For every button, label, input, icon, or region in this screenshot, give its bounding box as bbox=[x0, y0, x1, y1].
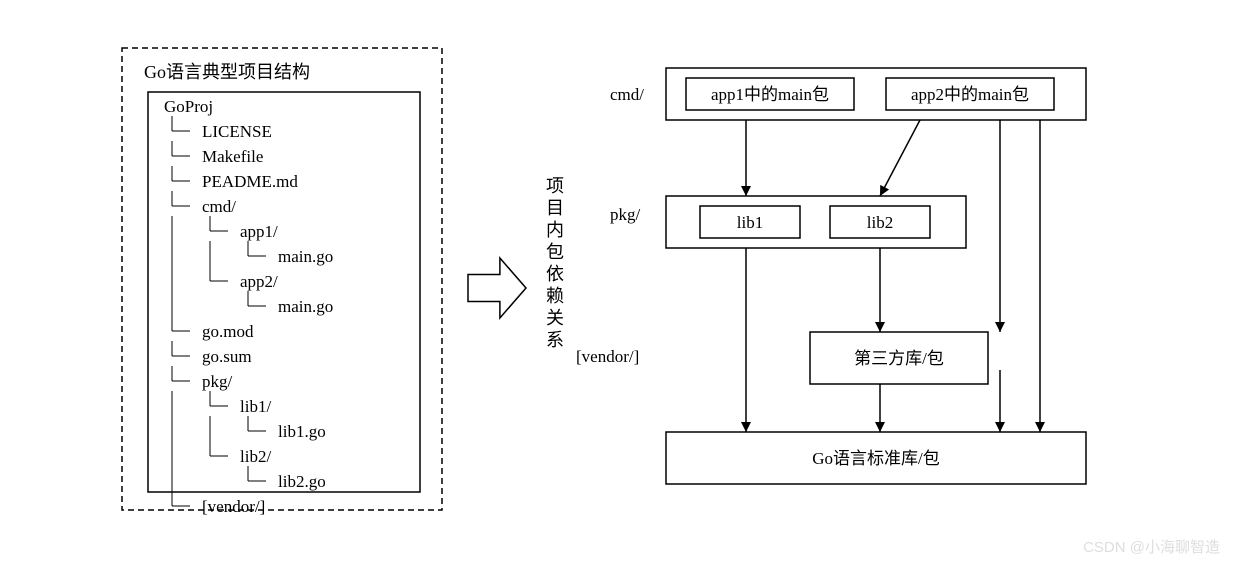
svg-text:赖: 赖 bbox=[546, 286, 564, 306]
svg-text:app1中的main包: app1中的main包 bbox=[711, 85, 829, 104]
svg-text:项: 项 bbox=[546, 176, 564, 196]
svg-text:Go语言标准库/包: Go语言标准库/包 bbox=[812, 449, 940, 468]
svg-text:系: 系 bbox=[546, 330, 564, 350]
svg-text:main.go: main.go bbox=[278, 297, 333, 316]
svg-text:lib1/: lib1/ bbox=[240, 397, 271, 416]
svg-text:cmd/: cmd/ bbox=[202, 197, 236, 216]
svg-text:第三方库/包: 第三方库/包 bbox=[854, 349, 944, 368]
watermark-text: CSDN @小海聊智造 bbox=[1083, 536, 1220, 557]
svg-text:lib2/: lib2/ bbox=[240, 447, 271, 466]
svg-text:pkg/: pkg/ bbox=[610, 205, 641, 224]
svg-text:cmd/: cmd/ bbox=[610, 85, 644, 104]
svg-text:LICENSE: LICENSE bbox=[202, 122, 272, 141]
svg-text:pkg/: pkg/ bbox=[202, 372, 233, 391]
svg-text:app1/: app1/ bbox=[240, 222, 278, 241]
svg-text:Go语言典型项目结构: Go语言典型项目结构 bbox=[144, 62, 310, 82]
diagram-canvas: Go语言典型项目结构 GoProj LICENSE Makefile PEADME.md… bbox=[0, 0, 1238, 567]
svg-text:[vendor/]: [vendor/] bbox=[202, 497, 265, 516]
svg-text:[vendor/]: [vendor/] bbox=[576, 347, 639, 366]
svg-text:lib2: lib2 bbox=[867, 213, 893, 232]
svg-text:依: 依 bbox=[546, 264, 564, 284]
svg-text:lib1: lib1 bbox=[737, 213, 763, 232]
svg-text:main.go: main.go bbox=[278, 247, 333, 266]
svg-text:go.sum: go.sum bbox=[202, 347, 252, 366]
svg-text:包: 包 bbox=[546, 242, 564, 262]
svg-text:关: 关 bbox=[546, 308, 564, 328]
svg-text:lib1.go: lib1.go bbox=[278, 422, 326, 441]
svg-text:内: 内 bbox=[546, 220, 564, 240]
svg-text:go.mod: go.mod bbox=[202, 322, 254, 341]
svg-text:PEADME.md: PEADME.md bbox=[202, 172, 298, 191]
svg-text:app2/: app2/ bbox=[240, 272, 278, 291]
svg-text:GoProj: GoProj bbox=[164, 97, 213, 116]
svg-text:lib2.go: lib2.go bbox=[278, 472, 326, 491]
svg-text:目: 目 bbox=[546, 198, 564, 218]
svg-text:Makefile: Makefile bbox=[202, 147, 263, 166]
svg-text:app2中的main包: app2中的main包 bbox=[911, 85, 1029, 104]
